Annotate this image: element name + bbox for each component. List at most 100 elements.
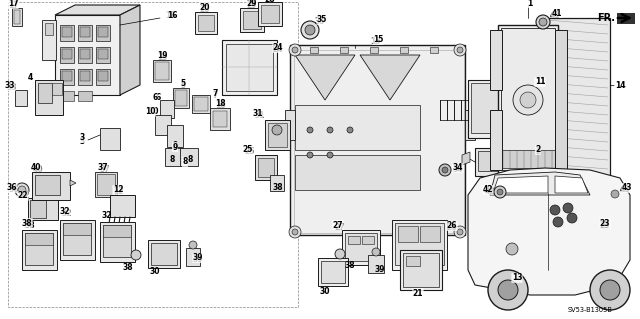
Text: 19: 19 [157, 53, 167, 62]
Bar [35, 175, 60, 195]
Text: 4: 4 [28, 73, 33, 83]
Circle shape [189, 241, 197, 249]
Circle shape [567, 213, 577, 223]
Polygon shape [55, 5, 140, 15]
Polygon shape [120, 5, 140, 95]
Circle shape [553, 217, 563, 227]
Bar [38, 83, 52, 103]
Bar [167, 125, 183, 147]
Bar [78, 91, 92, 101]
Bar [60, 47, 74, 63]
Text: 41: 41 [552, 9, 563, 18]
Text: 6: 6 [156, 93, 161, 101]
Text: 16: 16 [164, 11, 175, 20]
Bar [78, 69, 92, 85]
Text: 12: 12 [113, 186, 124, 195]
Bar [475, 148, 530, 176]
Bar [15, 90, 27, 106]
Bar [195, 12, 217, 34]
Bar [28, 198, 58, 220]
Bar [25, 233, 53, 245]
Text: 37: 37 [98, 162, 108, 172]
Circle shape [600, 280, 620, 300]
Text: 43: 43 [621, 183, 632, 192]
Bar [398, 226, 418, 242]
Text: 23: 23 [600, 220, 611, 229]
Text: 38: 38 [123, 263, 133, 272]
Bar [490, 110, 502, 170]
Circle shape [327, 127, 333, 133]
Text: FR.: FR. [597, 13, 615, 23]
Text: 27: 27 [335, 222, 346, 232]
Text: 15: 15 [370, 38, 380, 47]
Circle shape [454, 226, 466, 238]
Text: 5: 5 [180, 78, 186, 87]
Circle shape [347, 127, 353, 133]
Bar [310, 47, 318, 53]
Bar [60, 25, 74, 41]
Text: 24: 24 [273, 43, 284, 53]
Text: 36: 36 [7, 183, 17, 192]
Text: 2: 2 [536, 145, 541, 154]
Polygon shape [295, 155, 420, 190]
Bar [610, 188, 620, 202]
Bar [465, 110, 475, 140]
Text: 38: 38 [25, 220, 35, 229]
Text: 38: 38 [345, 261, 355, 270]
Text: 42: 42 [483, 186, 493, 195]
Text: 30: 30 [150, 268, 160, 277]
Bar [213, 111, 227, 127]
Text: 13: 13 [512, 273, 522, 283]
Text: 10: 10 [145, 108, 156, 116]
Bar [12, 8, 22, 26]
Bar [395, 223, 444, 265]
Bar [80, 71, 90, 81]
Bar [261, 5, 279, 23]
Bar [30, 200, 46, 218]
Bar [42, 20, 56, 60]
Text: 25: 25 [243, 145, 253, 154]
Text: 30: 30 [320, 287, 330, 296]
Circle shape [305, 25, 315, 35]
Text: 20: 20 [200, 3, 211, 11]
Circle shape [536, 15, 550, 29]
Polygon shape [55, 15, 120, 95]
Bar [194, 97, 208, 111]
Text: 35: 35 [317, 16, 327, 25]
Text: 5: 5 [180, 80, 186, 90]
Text: 11: 11 [535, 78, 545, 86]
Text: 7: 7 [212, 91, 218, 100]
Circle shape [494, 186, 506, 198]
Bar [340, 47, 348, 53]
Text: 16: 16 [167, 11, 177, 19]
Bar [400, 250, 442, 290]
Bar [498, 235, 540, 275]
Bar [173, 88, 189, 108]
Circle shape [289, 226, 301, 238]
Bar [290, 45, 465, 235]
Bar [52, 83, 62, 95]
Text: 38: 38 [22, 219, 32, 227]
Text: 11: 11 [535, 78, 545, 86]
Bar [392, 220, 447, 270]
Text: 1: 1 [527, 0, 532, 8]
Bar [420, 226, 440, 242]
Bar [268, 123, 287, 147]
Text: 4: 4 [28, 73, 33, 83]
Text: 39: 39 [193, 256, 204, 264]
Circle shape [498, 280, 518, 300]
Bar [318, 258, 348, 286]
Circle shape [457, 229, 463, 235]
Bar [96, 69, 110, 85]
Bar [243, 11, 261, 29]
Bar [222, 40, 277, 95]
Bar [321, 261, 345, 283]
Circle shape [307, 152, 313, 158]
Bar [62, 71, 72, 81]
Bar [14, 10, 20, 24]
Circle shape [457, 47, 463, 53]
Bar [8, 2, 298, 307]
Text: 1: 1 [527, 0, 532, 8]
Bar [62, 27, 72, 37]
Bar [294, 50, 464, 233]
